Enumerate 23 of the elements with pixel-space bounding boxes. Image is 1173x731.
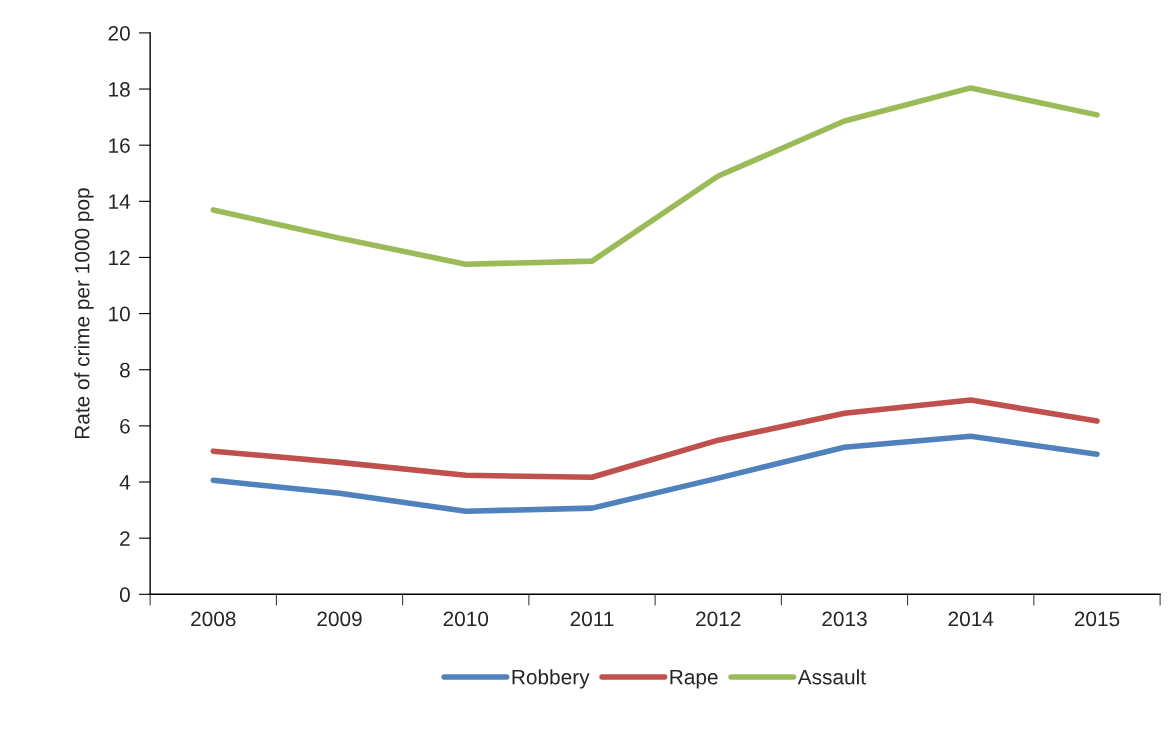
y-tick-label: 14	[109, 194, 131, 209]
x-tick-label: 2010	[443, 611, 489, 627]
y-tick-label: 20	[108, 25, 130, 41]
x-tick-label: 2013	[822, 611, 867, 627]
y-tick-label: 6	[120, 418, 130, 434]
y-tick-label: 18	[109, 82, 130, 97]
x-tick-label: 2008	[191, 611, 236, 627]
y-tick-label: 0	[119, 587, 130, 603]
x-tick-label: 2011	[570, 611, 614, 627]
y-tick-label: 2	[120, 531, 130, 546]
x-tick-label: 2015	[1074, 611, 1120, 627]
y-tick-label: 10	[109, 306, 130, 322]
y-tick-label: 8	[120, 362, 130, 378]
legend-label: Assault	[797, 669, 866, 685]
y-tick-label: 16	[109, 138, 130, 153]
y-axis-title: Rate of crime per 1000 pop	[74, 188, 94, 439]
x-tick-label: 2014	[948, 611, 994, 627]
y-tick-label: 4	[119, 475, 131, 490]
legend-label: Rape	[670, 669, 718, 689]
legend-label: Robbery	[512, 669, 590, 689]
y-tick-label: 12	[109, 250, 130, 266]
x-tick-label: 2012	[696, 611, 741, 627]
x-tick-label: 2009	[317, 611, 362, 627]
